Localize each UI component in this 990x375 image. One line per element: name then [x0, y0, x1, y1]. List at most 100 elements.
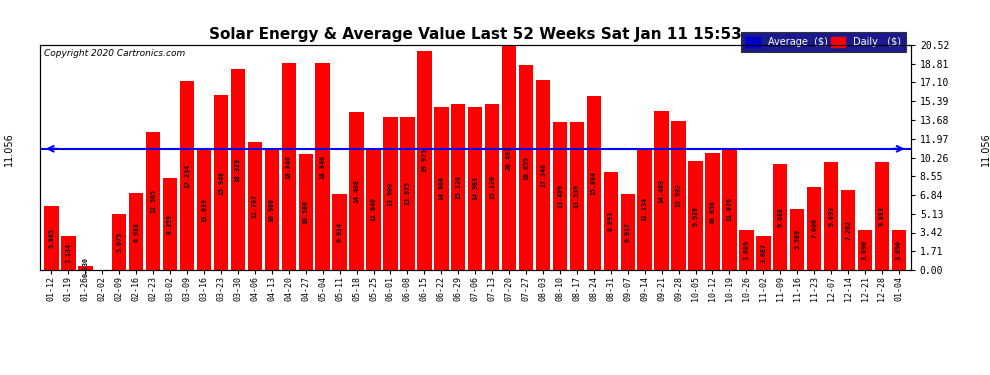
Bar — [231, 69, 246, 270]
Bar — [45, 206, 58, 270]
Bar — [366, 149, 381, 270]
Text: 11.019: 11.019 — [201, 198, 207, 222]
Bar — [519, 65, 534, 270]
Text: 0.330: 0.330 — [82, 256, 88, 276]
Bar — [248, 142, 262, 270]
Text: 10.580: 10.580 — [303, 200, 309, 224]
Text: 14.469: 14.469 — [658, 178, 664, 203]
Text: 3.689: 3.689 — [743, 240, 749, 260]
Bar — [112, 214, 127, 270]
Bar — [824, 162, 839, 270]
Text: 6.914: 6.914 — [337, 222, 343, 242]
Legend: Average  ($), Daily   ($): Average ($), Daily ($) — [741, 32, 906, 52]
Bar — [875, 162, 889, 270]
Text: 11.076: 11.076 — [727, 197, 733, 221]
Bar — [299, 154, 313, 270]
Bar — [723, 148, 737, 270]
Bar — [163, 178, 177, 270]
Bar — [621, 194, 635, 270]
Bar — [841, 190, 855, 270]
Text: 6.917: 6.917 — [625, 222, 631, 242]
Bar — [587, 96, 601, 270]
Text: 19.975: 19.975 — [422, 148, 428, 172]
Bar — [671, 121, 686, 270]
Bar — [434, 106, 448, 270]
Text: 14.408: 14.408 — [353, 179, 359, 203]
Text: 7.262: 7.262 — [845, 220, 851, 240]
Bar — [502, 45, 517, 270]
Text: 13.975: 13.975 — [404, 182, 411, 206]
Bar — [281, 63, 296, 270]
Text: 8.893: 8.893 — [608, 211, 614, 231]
Bar — [790, 209, 805, 270]
Text: 18.329: 18.329 — [235, 158, 241, 182]
Bar — [61, 236, 75, 270]
Bar — [333, 194, 346, 270]
Text: 8.359: 8.359 — [167, 214, 173, 234]
Bar — [552, 122, 567, 270]
Text: 18.840: 18.840 — [320, 155, 326, 179]
Text: 3.690: 3.690 — [862, 240, 868, 260]
Bar — [197, 149, 211, 270]
Bar — [688, 161, 703, 270]
Text: 13.909: 13.909 — [387, 182, 393, 206]
Bar — [417, 51, 432, 270]
Bar — [892, 230, 906, 270]
Bar — [569, 122, 584, 270]
Text: 15.884: 15.884 — [591, 171, 597, 195]
Text: 17.348: 17.348 — [540, 163, 546, 187]
Bar — [468, 106, 482, 270]
Bar — [773, 164, 787, 270]
Text: 5.075: 5.075 — [116, 232, 122, 252]
Text: 11.056: 11.056 — [4, 132, 14, 166]
Bar — [638, 148, 651, 270]
Bar — [146, 132, 160, 270]
Bar — [536, 80, 550, 270]
Bar — [180, 81, 194, 270]
Text: 18.840: 18.840 — [286, 155, 292, 179]
Text: 11.056: 11.056 — [980, 132, 990, 166]
Bar — [349, 112, 363, 270]
Title: Solar Energy & Average Value Last 52 Weeks Sat Jan 11 15:53: Solar Energy & Average Value Last 52 Wee… — [209, 27, 742, 42]
Text: 13.539: 13.539 — [574, 184, 580, 208]
Bar — [129, 194, 144, 270]
Text: 11.134: 11.134 — [642, 197, 647, 221]
Text: 18.659: 18.659 — [523, 156, 529, 180]
Bar — [604, 172, 618, 270]
Text: 9.688: 9.688 — [777, 207, 783, 227]
Text: 7.606: 7.606 — [811, 218, 817, 238]
Text: 9.928: 9.928 — [693, 206, 699, 226]
Bar — [807, 187, 822, 270]
Bar — [705, 153, 720, 270]
Text: 13.489: 13.489 — [557, 184, 563, 208]
Text: 15.948: 15.948 — [218, 171, 224, 195]
Text: 15.120: 15.120 — [489, 175, 495, 199]
Bar — [451, 104, 465, 270]
Text: 11.707: 11.707 — [251, 194, 257, 218]
Text: 13.592: 13.592 — [675, 183, 681, 207]
Bar — [756, 236, 770, 270]
Bar — [383, 117, 398, 270]
Bar — [654, 111, 669, 270]
Bar — [400, 117, 415, 270]
Text: 11.040: 11.040 — [370, 198, 376, 222]
Bar — [857, 230, 872, 270]
Text: 12.565: 12.565 — [150, 189, 156, 213]
Text: 3.690: 3.690 — [896, 240, 902, 260]
Text: 9.883: 9.883 — [879, 206, 885, 226]
Text: 9.893: 9.893 — [829, 206, 835, 226]
Text: 5.805: 5.805 — [49, 228, 54, 248]
Text: Copyright 2020 Cartronics.com: Copyright 2020 Cartronics.com — [44, 50, 185, 58]
Bar — [214, 95, 228, 270]
Text: 3.087: 3.087 — [760, 243, 766, 263]
Text: 20.497: 20.497 — [506, 146, 512, 170]
Bar — [316, 63, 330, 270]
Text: 5.589: 5.589 — [794, 230, 800, 249]
Text: 15.120: 15.120 — [455, 175, 461, 199]
Bar — [740, 230, 753, 270]
Text: 10.980: 10.980 — [269, 198, 275, 222]
Text: 6.988: 6.988 — [134, 222, 140, 242]
Text: 14.900: 14.900 — [439, 176, 445, 200]
Text: 3.134: 3.134 — [65, 243, 71, 263]
Text: 17.234: 17.234 — [184, 164, 190, 188]
